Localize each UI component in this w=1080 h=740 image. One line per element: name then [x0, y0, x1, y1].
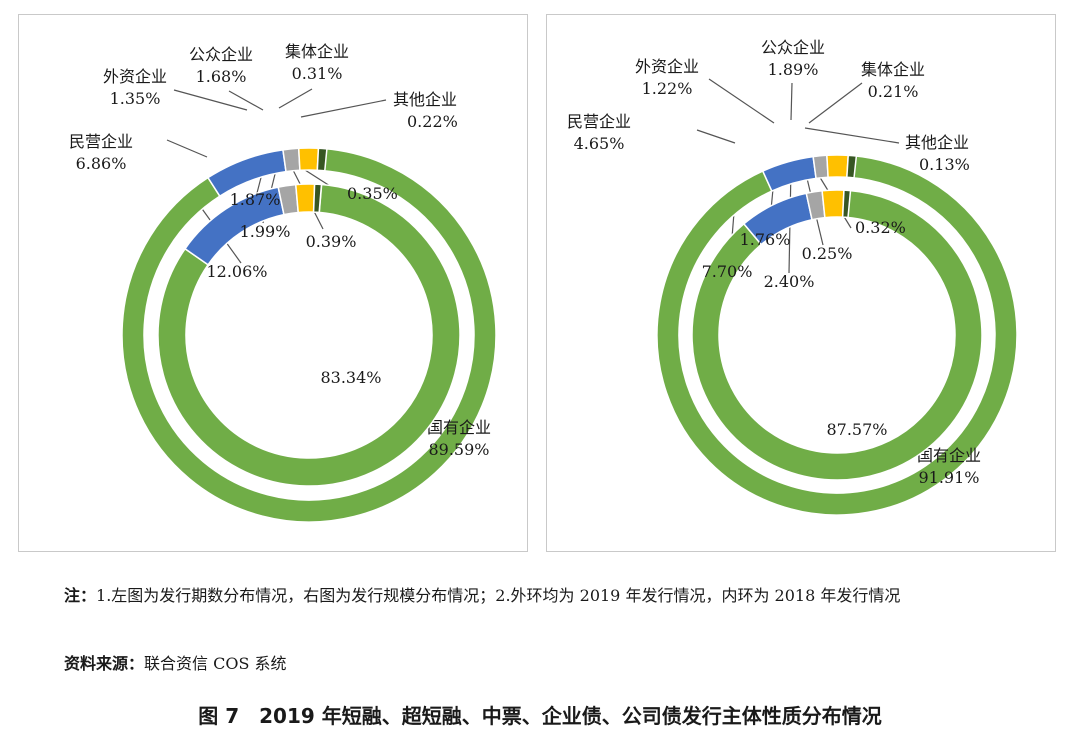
outer-ring-slice-foreign: [812, 154, 829, 180]
outer-ring-slice-foreign: [282, 147, 301, 173]
outer-value-label-public: 1.68%: [196, 67, 247, 86]
outer-value-label-other: 0.13%: [919, 155, 970, 174]
left-chart-panel: 其他企业 0.22% 国有企业 89.59% 民营企业 6.86% 外资企业 1.35% 公众企…: [18, 14, 528, 552]
outer-leader-private: [166, 139, 208, 158]
figure-caption: 图 7 2019 年短融、超短融、中票、企业债、公司债发行主体性质分布情况: [198, 704, 882, 728]
outer-category-label-foreign: 外资企业: [635, 57, 699, 76]
outer-leader-private: [696, 129, 736, 144]
inner-ring-slice-public: [821, 189, 845, 219]
outer-value-label-foreign: 1.35%: [110, 89, 161, 108]
inner-value-label-other: 0.35%: [347, 184, 398, 203]
inner-value-label-collective: 0.25%: [802, 244, 853, 263]
inner-value-label-state-owned: 83.34%: [320, 368, 381, 387]
outer-ring-slice-private: [761, 155, 817, 193]
outer-ring-slice-public: [826, 154, 850, 179]
source-lead: 资料来源：: [64, 654, 145, 673]
outer-category-label-private: 民营企业: [69, 132, 133, 151]
inner-ring-slice-collective: [312, 183, 323, 214]
outer-ring-slice-public: [297, 147, 320, 172]
outer-value-label-private: 4.65%: [574, 134, 625, 153]
outer-leader-public: [228, 90, 264, 111]
outer-value-label-foreign: 1.22%: [642, 79, 693, 98]
outer-leader-public: [790, 82, 793, 121]
outer-category-label-state-owned: 国有企业: [917, 446, 981, 465]
inner-ring-slice-state-owned: [691, 189, 983, 481]
outer-value-label-state-owned: 91.91%: [918, 468, 979, 487]
outer-category-label-collective: 集体企业: [861, 60, 925, 79]
inner-ring-slice-public: [294, 183, 316, 214]
inner-value-label-public: 1.99%: [240, 222, 291, 241]
outer-value-label-state-owned: 89.59%: [428, 440, 489, 459]
inner-ring-slice-state-owned: [157, 183, 461, 487]
outer-leader-foreign: [173, 89, 248, 111]
outer-category-label-other: 其他企业: [905, 133, 969, 152]
outer-leader-other: [804, 127, 900, 144]
leader-lines: [696, 78, 900, 274]
outer-leader-collective: [278, 88, 313, 109]
inner-value-label-other: 0.32%: [855, 218, 906, 237]
outer-value-label-private: 6.86%: [76, 154, 127, 173]
outer-category-label-public: 公众企业: [761, 38, 825, 57]
outer-category-label-private: 民营企业: [567, 112, 631, 131]
data-source-note: 资料来源：联合资信 COS 系统: [22, 648, 1062, 680]
outer-value-label-collective: 0.21%: [868, 82, 919, 101]
source-text: 联合资信 COS 系统: [144, 654, 287, 673]
right-donut-chart: 其他企业 0.13% 国有企业 91.91% 民营企业 4.65% 外资企业 1.22% 公众企…: [567, 38, 1018, 516]
outer-category-label-collective: 集体企业: [285, 42, 349, 61]
inner-value-label-foreign: 1.76%: [740, 230, 791, 249]
outer-category-label-foreign: 外资企业: [103, 67, 167, 86]
outer-category-label-public: 公众企业: [189, 45, 253, 64]
inner-value-label-state-owned: 87.57%: [826, 420, 887, 439]
note-lead: 注：: [64, 586, 97, 605]
left-donut-chart: 其他企业 0.22% 国有企业 89.59% 民营企业 6.86% 外资企业 1.35% 公众企…: [69, 42, 497, 523]
outer-ring-slice-state-owned: [656, 154, 1018, 516]
outer-category-label-other: 其他企业: [393, 90, 457, 109]
chart-note: 注：1.左图为发行期数分布情况，右图为发行规模分布情况；2.外环均为 2019 …: [22, 580, 1062, 612]
outer-leader-foreign: [708, 78, 775, 124]
outer-ring-slice-state-owned: [121, 147, 497, 523]
outer-leader-collective: [808, 82, 863, 124]
outer-ring-slice-collective: [316, 147, 328, 172]
inner-value-label-private: 12.06%: [206, 262, 267, 281]
outer-value-label-collective: 0.31%: [292, 64, 343, 83]
inner-value-label-public: 2.40%: [764, 272, 815, 291]
outer-ring-slice-collective: [846, 154, 858, 179]
inner-value-label-private: 7.70%: [702, 262, 753, 281]
note-text: 1.左图为发行期数分布情况，右图为发行规模分布情况；2.外环均为 2019 年发…: [96, 586, 901, 605]
outer-category-label-state-owned: 国有企业: [427, 418, 491, 437]
outer-leader-other: [300, 99, 387, 118]
outer-value-label-other: 0.22%: [407, 112, 458, 131]
inner-ring-slice-collective: [841, 189, 852, 219]
right-chart-panel: 其他企业 0.13% 国有企业 91.91% 民营企业 4.65% 外资企业 1.22% 公众企…: [546, 14, 1056, 552]
outer-value-label-public: 1.89%: [768, 60, 819, 79]
inner-value-label-foreign: 1.87%: [230, 190, 281, 209]
inner-value-label-collective: 0.39%: [306, 232, 357, 251]
